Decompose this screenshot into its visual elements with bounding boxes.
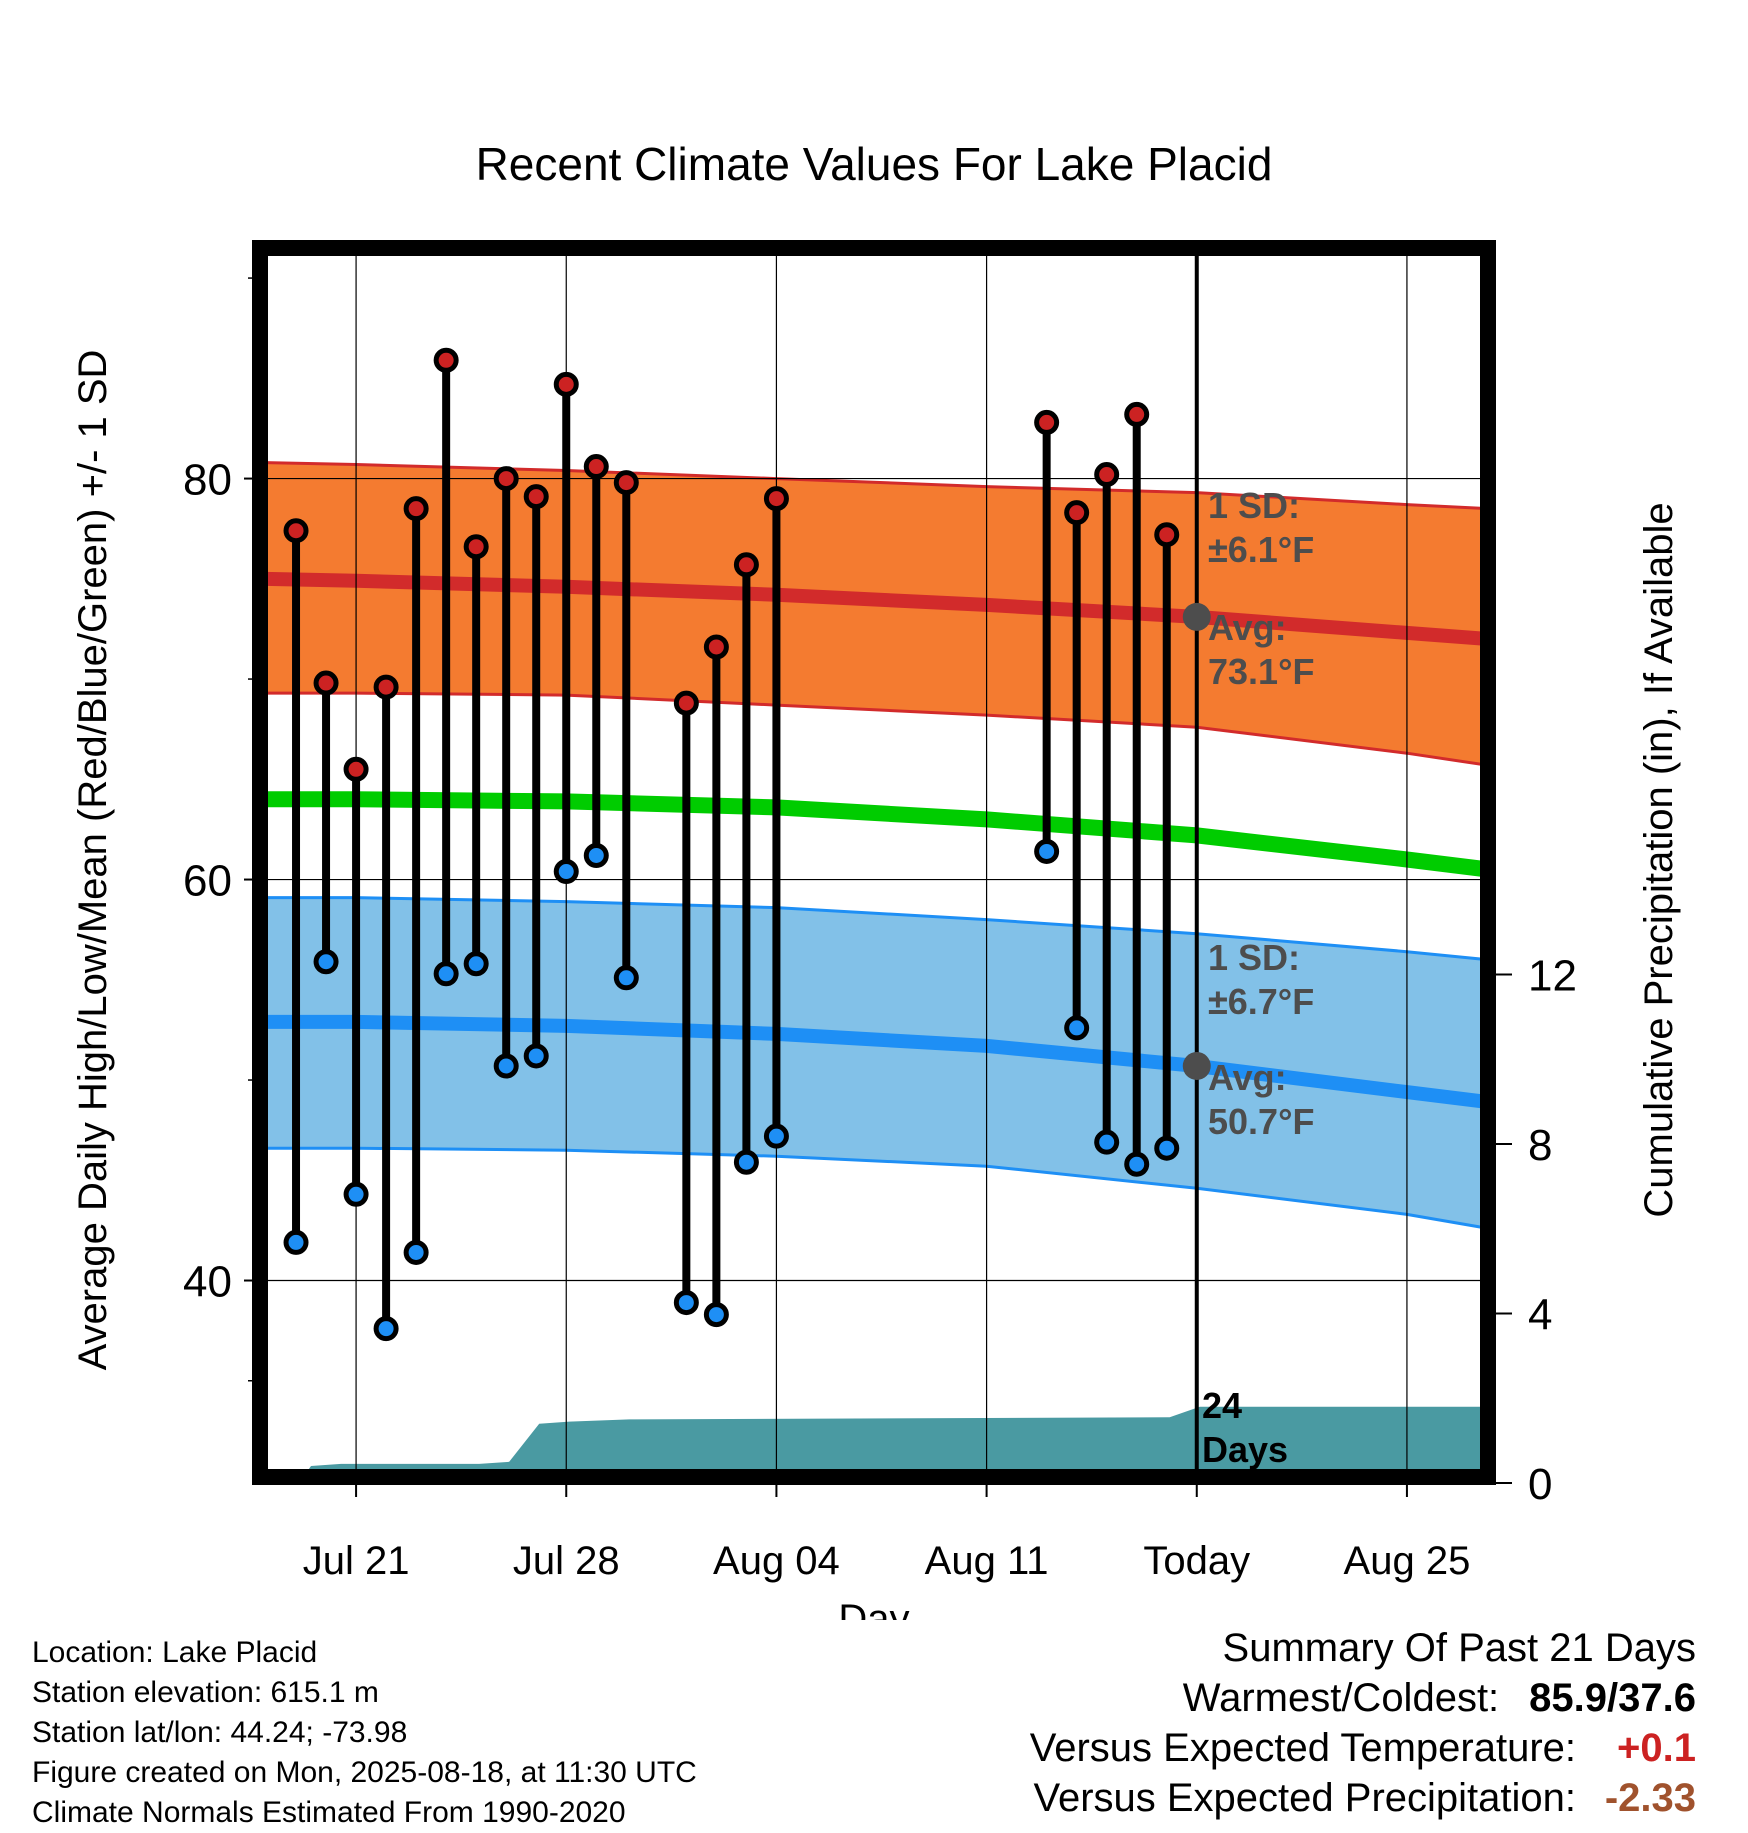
precip-value: -2.33 <box>1604 1776 1696 1820</box>
cumulative-precip-area <box>299 1406 1488 1483</box>
low-avg-value: 50.7°F <box>1208 1101 1314 1142</box>
daily-low-point <box>1094 1129 1120 1155</box>
high-sd-label: 1 SD: <box>1208 485 1300 526</box>
daily-high-point <box>1094 462 1120 488</box>
station-info: Location: Lake Placid Station elevation:… <box>32 1633 697 1833</box>
daily-high-point <box>403 496 429 522</box>
climate-chart: Recent Climate Values For Lake Placid 1 … <box>71 138 1681 1620</box>
daily-low-point <box>733 1149 759 1175</box>
daily-high-point <box>343 756 369 782</box>
latlon-text: Station lat/lon: 44.24; -73.98 <box>32 1716 408 1749</box>
daily-high-point <box>493 466 519 492</box>
daily-low-point <box>1034 838 1060 864</box>
daily-high-point <box>583 454 609 480</box>
normal-low-lower-edge <box>260 1146 1489 1230</box>
y2-tick-label: 0 <box>1528 1460 1552 1509</box>
x-tick-label: Aug 25 <box>1344 1539 1471 1583</box>
x-tick-label: Jul 21 <box>303 1539 410 1583</box>
daily-high-point <box>1064 500 1090 526</box>
low-sd-label: 1 SD: <box>1208 937 1300 978</box>
daily-high-point <box>523 484 549 510</box>
normal-high-upper-edge <box>259 461 1489 511</box>
daily-high-point <box>373 674 399 700</box>
daily-high-point <box>553 371 579 397</box>
summary-temp-row: Versus Expected Temperature: +0.1 <box>1030 1723 1696 1773</box>
y-tick-label: 40 <box>183 1258 232 1307</box>
warm-cold-value: 85.9/37.6 <box>1529 1676 1696 1720</box>
daily-high-point <box>703 634 729 660</box>
daily-low-point <box>703 1302 729 1328</box>
created-text: Figure created on Mon, 2025-08-18, at 11… <box>32 1756 697 1789</box>
normals-text: Climate Normals Estimated From 1990-2020 <box>32 1796 626 1829</box>
daily-low-point <box>403 1239 429 1265</box>
daily-low-point <box>763 1123 789 1149</box>
daily-high-point <box>313 670 339 696</box>
today-low-avg-marker <box>1182 1051 1211 1080</box>
y-tick-label: 80 <box>183 456 232 505</box>
daily-low-point <box>613 965 639 991</box>
daily-low-point <box>553 859 579 885</box>
daily-low-point <box>283 1229 309 1255</box>
low-sd-value: ±6.7°F <box>1208 981 1314 1022</box>
chart-title: Recent Climate Values For Lake Placid <box>476 138 1273 190</box>
daily-high-point <box>673 690 699 716</box>
temp-label: Versus Expected Temperature: <box>1029 1726 1576 1770</box>
x-tick-label: Aug 11 <box>925 1539 1049 1583</box>
daily-low-point <box>373 1316 399 1342</box>
summary-precip-row: Versus Expected Precipitation: -2.33 <box>1030 1773 1696 1823</box>
normal-low-avg-line <box>260 1014 1489 1110</box>
temp-value: +0.1 <box>1617 1726 1696 1770</box>
daily-high-point <box>463 534 489 560</box>
daily-low-point <box>523 1043 549 1069</box>
daily-high-point <box>763 486 789 512</box>
warm-cold-label: Warmest/Coldest: <box>1182 1676 1500 1720</box>
x-tick-label: Jul 28 <box>513 1539 620 1583</box>
y-axis-label: Average Daily High/Low/Mean (Red/Blue/Gr… <box>71 350 115 1371</box>
y2-tick-label: 8 <box>1528 1121 1552 1170</box>
high-sd-value: ±6.1°F <box>1208 529 1314 570</box>
daily-high-point <box>283 518 309 544</box>
summary-heading: Summary Of Past 21 Days <box>1222 1626 1696 1670</box>
daily-low-point <box>583 842 609 868</box>
y2-axis-label: Cumulative Precipitation (in), If Availa… <box>1637 502 1681 1217</box>
y-tick-label: 60 <box>183 857 232 906</box>
high-avg-label: Avg: <box>1208 607 1287 648</box>
daily-high-point <box>733 552 759 578</box>
daily-low-point <box>343 1181 369 1207</box>
precip-count-unit: Days <box>1202 1429 1288 1470</box>
normal-mean-line <box>260 791 1489 878</box>
daily-high-point <box>1034 409 1060 435</box>
daily-low-point <box>433 961 459 987</box>
daily-high-point <box>1154 522 1180 548</box>
normal-high-avg-line <box>259 571 1489 646</box>
high-avg-value: 73.1°F <box>1208 651 1314 692</box>
daily-low-point <box>463 951 489 977</box>
y2-tick-label: 4 <box>1528 1291 1552 1340</box>
elevation-text: Station elevation: 615.1 m <box>32 1676 379 1709</box>
precip-label: Versus Expected Precipitation: <box>1033 1776 1576 1820</box>
y2-tick-label: 12 <box>1528 952 1577 1001</box>
location-text: Location: Lake Placid <box>32 1636 318 1669</box>
precip-count-number: 24 <box>1202 1385 1242 1426</box>
daily-low-point <box>1064 1015 1090 1041</box>
daily-high-point <box>1124 401 1150 427</box>
summary-warm-cold-row: Warmest/Coldest: 85.9/37.6 <box>1030 1673 1696 1723</box>
daily-low-point <box>1124 1151 1150 1177</box>
plot-frame <box>252 240 1496 1485</box>
normal-low-upper-edge <box>260 896 1489 962</box>
daily-low-point <box>313 949 339 975</box>
normal-low-band <box>260 897 1488 1229</box>
x-axis-label: Day <box>838 1597 909 1620</box>
daily-high-point <box>433 347 459 373</box>
low-avg-label: Avg: <box>1208 1057 1287 1098</box>
x-tick-label: Aug 04 <box>713 1539 840 1583</box>
daily-low-point <box>493 1053 519 1079</box>
today-high-avg-marker <box>1182 602 1211 631</box>
summary-panel: Summary Of Past 21 Days Warmest/Coldest:… <box>1030 1623 1696 1823</box>
daily-low-point <box>673 1290 699 1316</box>
daily-low-point <box>1154 1135 1180 1161</box>
x-tick-label: Today <box>1143 1539 1250 1583</box>
daily-high-point <box>613 470 639 496</box>
